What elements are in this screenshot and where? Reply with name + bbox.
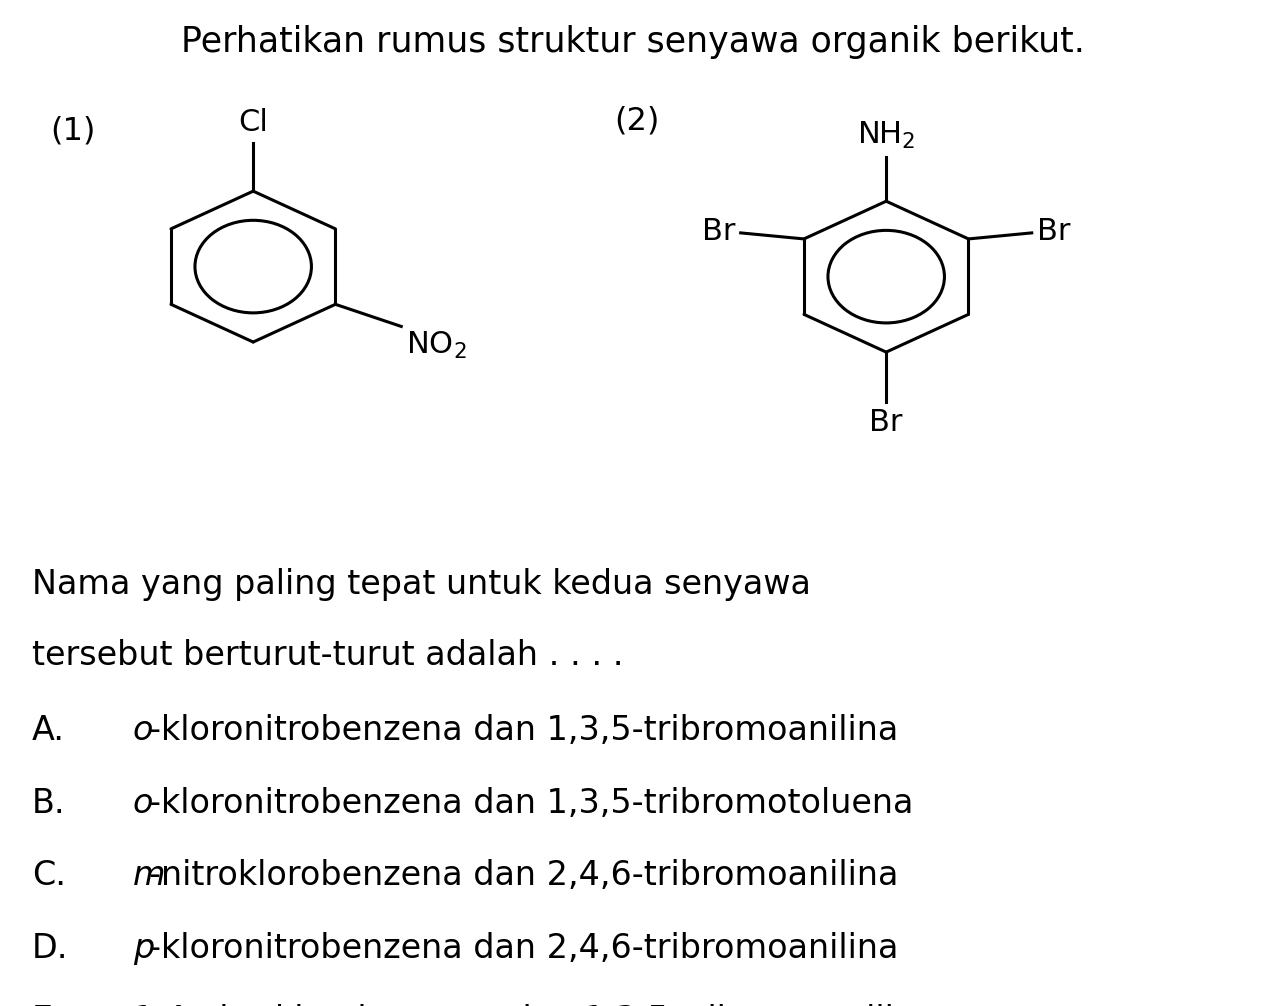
Text: Nama yang paling tepat untuk kedua senyawa: Nama yang paling tepat untuk kedua senya…: [32, 568, 810, 602]
Text: A.: A.: [32, 714, 65, 747]
Text: Br: Br: [870, 408, 903, 438]
Text: Cl: Cl: [238, 108, 268, 137]
Text: D.: D.: [32, 932, 68, 965]
Text: -kloronitrobenzena dan 1,3,5-tribromotoluena: -kloronitrobenzena dan 1,3,5-tribromotol…: [149, 787, 914, 820]
Text: E.: E.: [32, 1004, 63, 1006]
Text: B.: B.: [32, 787, 66, 820]
Text: tersebut berturut-turut adalah . . . .: tersebut berturut-turut adalah . . . .: [32, 639, 623, 672]
Text: -kloronitrobenzena dan 2,4,6-tribromoanilina: -kloronitrobenzena dan 2,4,6-tribromoani…: [149, 932, 899, 965]
Text: (2): (2): [614, 106, 660, 137]
Text: p: p: [133, 932, 154, 965]
Text: Br: Br: [1037, 217, 1070, 246]
Text: m: m: [133, 859, 166, 892]
Text: 1,4-nitroklorobenzena dan 1,3,5-tribromoanilina: 1,4-nitroklorobenzena dan 1,3,5-tribromo…: [133, 1004, 936, 1006]
Text: Br: Br: [703, 217, 736, 246]
Text: NH$_2$: NH$_2$: [857, 120, 915, 151]
Text: -nitroklorobenzena dan 2,4,6-tribromoanilina: -nitroklorobenzena dan 2,4,6-tribromoani…: [149, 859, 899, 892]
Text: (1): (1): [51, 116, 96, 147]
Text: C.: C.: [32, 859, 66, 892]
Text: o: o: [133, 714, 153, 747]
Text: NO$_2$: NO$_2$: [406, 330, 467, 360]
Text: Perhatikan rumus struktur senyawa organik berikut.: Perhatikan rumus struktur senyawa organi…: [181, 25, 1085, 59]
Text: o: o: [133, 787, 153, 820]
Text: -kloronitrobenzena dan 1,3,5-tribromoanilina: -kloronitrobenzena dan 1,3,5-tribromoani…: [149, 714, 899, 747]
